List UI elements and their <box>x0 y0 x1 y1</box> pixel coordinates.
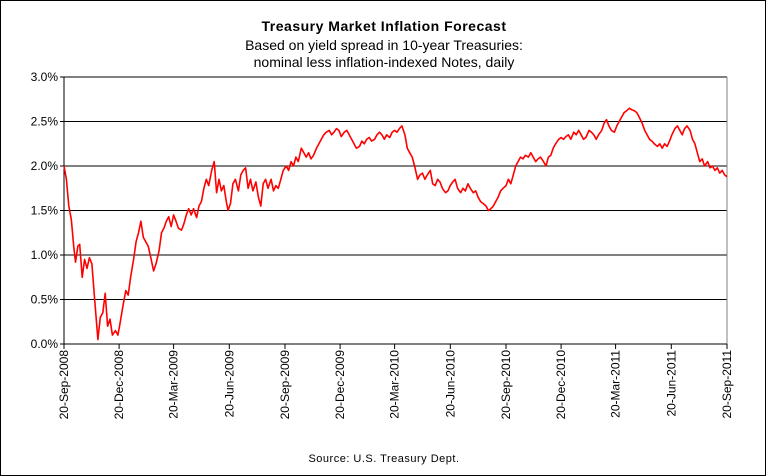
x-tick-label: 20-Dec-2009 <box>333 350 347 420</box>
x-tick-label: 20-Jun-2010 <box>443 350 457 418</box>
x-tick-label: 20-Jun-2011 <box>664 350 678 417</box>
x-tick-label: 20-Mar-2011 <box>609 350 623 418</box>
y-tick-label: 3.0% <box>31 70 59 84</box>
x-tick-label: 20-Sep-2008 <box>57 350 71 420</box>
x-tick-label: 20-Dec-2008 <box>112 350 126 420</box>
x-tick-label: 20-Sep-2009 <box>278 350 292 420</box>
y-tick-label: 2.0% <box>31 159 59 173</box>
x-tick-label: 20-Jun-2009 <box>222 350 236 418</box>
y-tick-label: 1.5% <box>31 204 59 218</box>
chart-title: Treasury Market Inflation Forecast <box>261 18 507 34</box>
x-tick-label: 20-Sep-2011 <box>720 350 734 419</box>
x-tick-label: 20-Mar-2009 <box>167 350 181 419</box>
x-tick-label: 20-Sep-2010 <box>499 350 513 420</box>
inflation-forecast-line <box>63 107 728 341</box>
chart-subtitle-line-1: Based on yield spread in 10-year Treasur… <box>245 37 523 53</box>
y-tick-label: 2.5% <box>31 115 59 129</box>
y-tick-label: 1.0% <box>31 248 59 262</box>
chart-subtitle-line-2: nominal less inflation-indexed Notes, da… <box>253 54 515 70</box>
chart-source-note: Source: U.S. Treasury Dept. <box>308 453 460 465</box>
y-tick-label: 0.0% <box>31 337 59 351</box>
y-tick-label: 0.5% <box>31 293 59 307</box>
x-tick-label: 20-Dec-2010 <box>554 350 568 420</box>
x-tick-label: 20-Mar-2010 <box>388 350 402 419</box>
